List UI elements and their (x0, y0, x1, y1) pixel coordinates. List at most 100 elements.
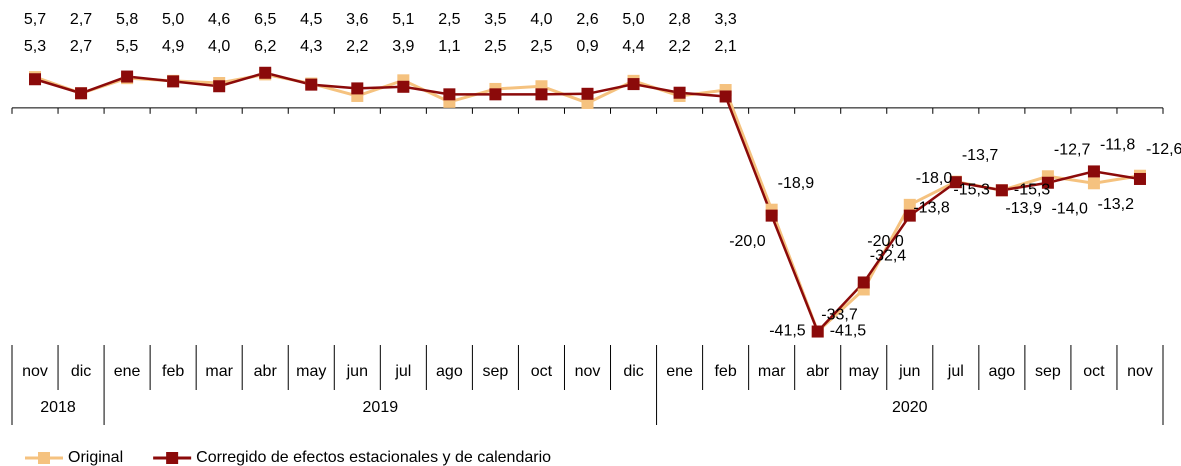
data-label: 4,0 (530, 11, 552, 28)
marker (443, 88, 456, 101)
data-label: 4,4 (622, 38, 644, 55)
marker (581, 96, 594, 109)
marker (581, 87, 594, 100)
legend-label: Corregido de efectos estacionales y de c… (196, 449, 551, 466)
data-label: 6,5 (254, 11, 276, 28)
data-label: 2,7 (70, 38, 92, 55)
series-line (34, 72, 1141, 335)
marker (765, 209, 778, 222)
data-label: -13,9 (1005, 200, 1042, 217)
marker (1133, 172, 1146, 185)
x-tick-label: mar (758, 363, 786, 380)
x-tick-label: nov (1127, 363, 1153, 380)
data-label: 2,7 (70, 11, 92, 28)
marker (167, 75, 180, 88)
data-label: 6,2 (254, 38, 276, 55)
x-tick-label: oct (531, 363, 553, 380)
data-label: -20,0 (867, 233, 904, 250)
marker (1087, 177, 1100, 190)
x-tick-label: abr (806, 363, 830, 380)
marker (949, 176, 962, 189)
x-tick-label: jun (898, 363, 920, 380)
data-label: 5,8 (116, 11, 138, 28)
x-tick-label: abr (254, 363, 278, 380)
x-tick-label: mar (205, 363, 233, 380)
marker (673, 86, 686, 99)
legend-label: Original (68, 449, 123, 466)
data-label: -13,2 (1098, 196, 1135, 213)
data-label: -15,3 (953, 182, 990, 199)
x-tick-label: nov (22, 363, 48, 380)
data-label: 2,5 (438, 11, 460, 28)
series-line (34, 71, 1141, 334)
x-tick-label: feb (714, 363, 736, 380)
legend-marker (38, 452, 50, 464)
marker (1041, 176, 1054, 189)
x-tick-label: sep (483, 363, 509, 380)
data-label: 2,5 (530, 38, 552, 55)
data-label: 4,9 (162, 38, 184, 55)
data-label: 4,5 (300, 11, 322, 28)
year-label: 2018 (40, 399, 76, 416)
data-label: -12,6 (1146, 141, 1181, 158)
data-label: 5,3 (24, 38, 46, 55)
marker (903, 209, 916, 222)
x-tick-label: ago (436, 363, 463, 380)
data-label: 2,8 (668, 11, 690, 28)
marker (903, 198, 916, 211)
data-label: 4,3 (300, 38, 322, 55)
data-label: 5,7 (24, 11, 46, 28)
marker (75, 87, 88, 100)
data-label: -11,8 (1100, 137, 1135, 154)
data-label: 5,0 (162, 11, 184, 28)
data-label: -20,0 (729, 233, 766, 250)
x-tick-label: ene (666, 363, 693, 380)
marker (213, 80, 226, 93)
marker (351, 82, 364, 95)
data-label: 3,5 (484, 11, 506, 28)
x-tick-label: nov (575, 363, 601, 380)
data-label: 3,6 (346, 11, 368, 28)
marker (121, 70, 134, 83)
x-tick-label: jun (346, 363, 368, 380)
year-label: 2020 (892, 399, 928, 416)
data-label: 2,2 (346, 38, 368, 55)
marker (1087, 165, 1100, 178)
data-label: 2,2 (668, 38, 690, 55)
marker (627, 78, 640, 91)
x-tick-label: may (296, 363, 326, 380)
data-label: -13,8 (913, 199, 950, 216)
x-tick-label: jul (947, 363, 964, 380)
year-label: 2019 (363, 399, 399, 416)
data-label: 2,1 (714, 38, 736, 55)
x-tick-label: ene (114, 363, 141, 380)
data-label: 1,1 (438, 38, 460, 55)
data-label: -41,5 (769, 323, 806, 340)
data-label: -33,7 (821, 307, 858, 324)
marker (489, 88, 502, 101)
data-label: -32,4 (870, 248, 907, 265)
x-tick-label: dic (71, 363, 91, 380)
data-label: 4,0 (208, 38, 230, 55)
data-label: 5,0 (622, 11, 644, 28)
legend-marker (166, 452, 179, 464)
data-label: 5,5 (116, 38, 138, 55)
data-label: -41,5 (830, 323, 867, 340)
data-label: 2,5 (484, 38, 506, 55)
marker (857, 276, 870, 289)
x-tick-label: jul (394, 363, 411, 380)
marker (397, 80, 410, 93)
marker (995, 184, 1008, 197)
data-label: -13,7 (962, 147, 999, 164)
data-label: 3,3 (714, 11, 736, 28)
x-tick-label: ago (989, 363, 1016, 380)
data-label: 0,9 (576, 38, 598, 55)
data-label: -18,9 (778, 175, 815, 192)
x-tick-label: dic (623, 363, 643, 380)
data-label: 5,1 (392, 11, 414, 28)
x-tick-label: sep (1035, 363, 1061, 380)
data-label: 3,9 (392, 38, 414, 55)
marker (305, 78, 318, 91)
marker (535, 88, 548, 101)
